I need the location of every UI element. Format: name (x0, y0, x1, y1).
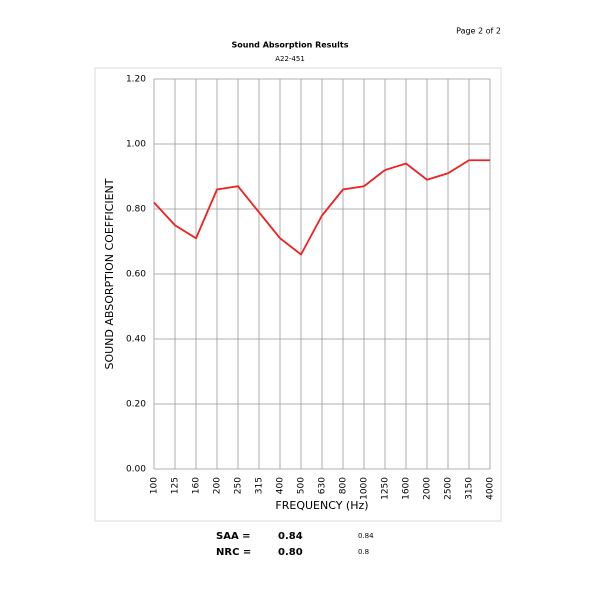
x-tick-label: 1600 (402, 477, 412, 500)
summary-value: 0.80 (278, 547, 303, 558)
x-tick-label: 125 (171, 477, 181, 494)
x-tick-label: 630 (318, 477, 328, 494)
x-tick-label: 4000 (486, 477, 496, 500)
summary: SAA = 0.84 0.84 NRC = 0.80 0.8 (216, 531, 374, 558)
x-tick-label: 2000 (423, 477, 433, 500)
x-tick-label: 100 (150, 477, 160, 494)
x-tick-label: 250 (234, 477, 244, 494)
x-tick-label: 3150 (465, 477, 475, 500)
x-tick-label: 200 (213, 477, 223, 494)
summary-label: NRC = (216, 547, 251, 558)
y-tick-label: 0.60 (126, 270, 146, 280)
data-line (153, 159, 490, 256)
y-tick-label: 0.00 (126, 465, 146, 475)
x-tick-label: 400 (276, 477, 286, 494)
x-tick-label: 315 (255, 477, 265, 494)
y-tick-label: 0.20 (126, 400, 146, 410)
x-tick-label: 160 (192, 477, 202, 494)
summary-raw: 0.84 (358, 532, 374, 540)
summary-label: SAA = (216, 531, 251, 542)
x-tick-label: 2500 (444, 477, 454, 500)
x-tick-label: 1000 (360, 477, 370, 500)
x-tick-label: 800 (339, 477, 349, 494)
x-tick-label: 500 (297, 477, 307, 494)
chart-frame (94, 67, 502, 522)
y-tick-label: 1.00 (126, 140, 146, 150)
page-label: Page 2 of 2 (456, 27, 501, 36)
x-tick-label: 1250 (381, 477, 391, 500)
y-tick-label: 0.40 (126, 335, 146, 345)
y-axis-label: SOUND ABSORPTION COEFFICIENT (103, 178, 116, 369)
x-axis-label: FREQUENCY (Hz) (275, 499, 368, 512)
chart-subtitle: A22-451 (275, 55, 305, 63)
summary-value: 0.84 (278, 531, 303, 542)
y-tick-label: 0.80 (126, 205, 146, 215)
y-tick-label: 1.20 (126, 75, 146, 85)
chart-title: Sound Absorption Results (232, 41, 349, 50)
summary-raw: 0.8 (358, 548, 369, 556)
